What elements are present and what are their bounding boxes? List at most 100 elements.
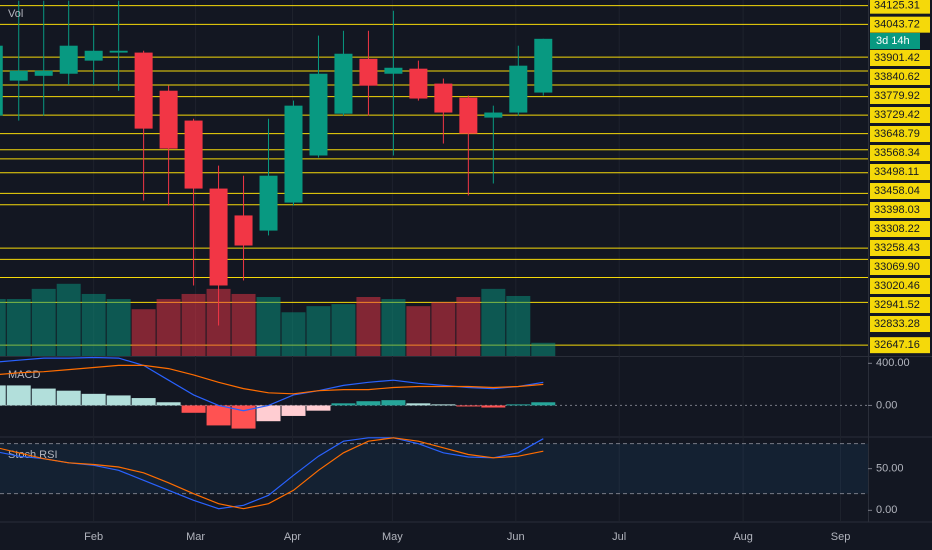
volume-bar: [331, 304, 356, 356]
volume-bar: [31, 288, 56, 356]
pane-title: MACD: [8, 369, 40, 381]
candle-body: [384, 67, 403, 74]
volume-bar: [106, 299, 131, 356]
y-tick-label: 400.00: [876, 357, 910, 369]
x-tick-label: Jun: [507, 531, 525, 543]
candle-body: [409, 68, 428, 99]
level-label: 33729.42: [874, 109, 920, 121]
histogram-bar: [331, 403, 356, 406]
candle-body: [9, 70, 28, 81]
candle-body: [234, 215, 253, 246]
volume-bar: [431, 302, 456, 356]
histogram-bar: [206, 405, 231, 426]
histogram-bar: [131, 398, 156, 406]
candle-body: [159, 90, 178, 149]
volume-bar: [456, 297, 481, 356]
histogram-bar: [531, 402, 556, 406]
series-line: [0, 437, 544, 510]
volume-bar: [56, 283, 81, 356]
level-label: 33498.11: [874, 166, 919, 178]
candle-body: [184, 120, 203, 189]
level-label-box: [870, 337, 930, 354]
histogram-bar: [456, 405, 481, 407]
histogram-bar: [0, 385, 6, 406]
volume-bar: [231, 293, 256, 356]
candle-body: [134, 52, 153, 129]
level-label-box: [870, 16, 930, 33]
level-label-box: [870, 0, 930, 14]
level-label-box: [870, 107, 930, 123]
candle-body: [59, 45, 78, 74]
level-label: 32941.52: [874, 299, 920, 311]
level-label: 33779.92: [874, 90, 920, 102]
level-label: 33308.22: [874, 223, 920, 235]
pane-title: Stoch RSI: [8, 449, 58, 461]
candle-body: [309, 73, 328, 156]
y-tick-label: 0.00: [876, 504, 897, 516]
volume-bar: [506, 295, 531, 356]
histogram-bar: [431, 404, 456, 406]
level-label: 33901.42: [874, 52, 920, 64]
volume-bar: [81, 293, 106, 356]
level-label-box: [870, 145, 930, 161]
histogram-bar: [31, 388, 56, 406]
x-tick-label: May: [382, 531, 403, 543]
candle-body: [109, 50, 128, 53]
level-label: 33458.04: [874, 185, 920, 197]
volume-bar: [206, 288, 231, 356]
level-label: 34043.72: [874, 19, 920, 31]
level-label: 34125.31: [874, 0, 920, 12]
level-label: 33258.43: [874, 242, 920, 254]
volume-bar: [181, 293, 206, 356]
volume-bar: [306, 306, 331, 356]
candle-body: [34, 70, 53, 76]
histogram-bar: [56, 390, 81, 406]
histogram-bar: [481, 405, 506, 408]
x-tick-label: Feb: [84, 531, 103, 543]
volume-bar: [131, 309, 156, 356]
level-label: 32647.16: [874, 339, 920, 351]
level-label-box: [870, 316, 930, 332]
candle-body: [209, 188, 228, 286]
histogram-bar: [406, 403, 431, 406]
histogram-bar: [306, 405, 331, 411]
level-label-box: [870, 259, 930, 275]
level-label-box: [870, 126, 930, 142]
candle-body: [509, 65, 528, 113]
histogram-bar: [156, 402, 181, 406]
histogram-bar: [356, 401, 381, 406]
candle-body: [484, 112, 503, 118]
candle-body: [0, 45, 3, 116]
level-label: 33648.79: [874, 128, 920, 140]
level-label-box: [870, 278, 930, 294]
histogram-bar: [6, 385, 31, 406]
level-label-box: [870, 183, 930, 199]
level-label: 33020.46: [874, 280, 920, 292]
x-tick-label: Mar: [186, 531, 205, 543]
y-tick-label: 0.00: [876, 399, 897, 411]
histogram-bar: [281, 405, 306, 416]
volume-bar: [481, 288, 506, 356]
volume-bar: [0, 299, 6, 356]
candle-body: [359, 58, 378, 86]
volume-bar: [356, 297, 381, 356]
candle-body: [84, 50, 103, 61]
x-tick-label: Sep: [831, 531, 851, 543]
x-tick-label: Jul: [612, 531, 626, 543]
x-tick-label: Aug: [733, 531, 753, 543]
level-label-box: [870, 69, 930, 85]
histogram-bar: [181, 405, 206, 413]
countdown: 3d 14h: [876, 35, 910, 47]
level-label: 33840.62: [874, 71, 920, 83]
level-label-box: [870, 202, 930, 218]
pane-title: Vol: [8, 8, 23, 20]
level-label: 33069.90: [874, 261, 920, 273]
candle-body: [259, 175, 278, 231]
volume-bar: [406, 306, 431, 356]
stoch-band: [0, 443, 868, 494]
level-label-box: [870, 88, 930, 104]
volume-bar: [531, 342, 556, 356]
histogram-bar: [381, 400, 406, 406]
